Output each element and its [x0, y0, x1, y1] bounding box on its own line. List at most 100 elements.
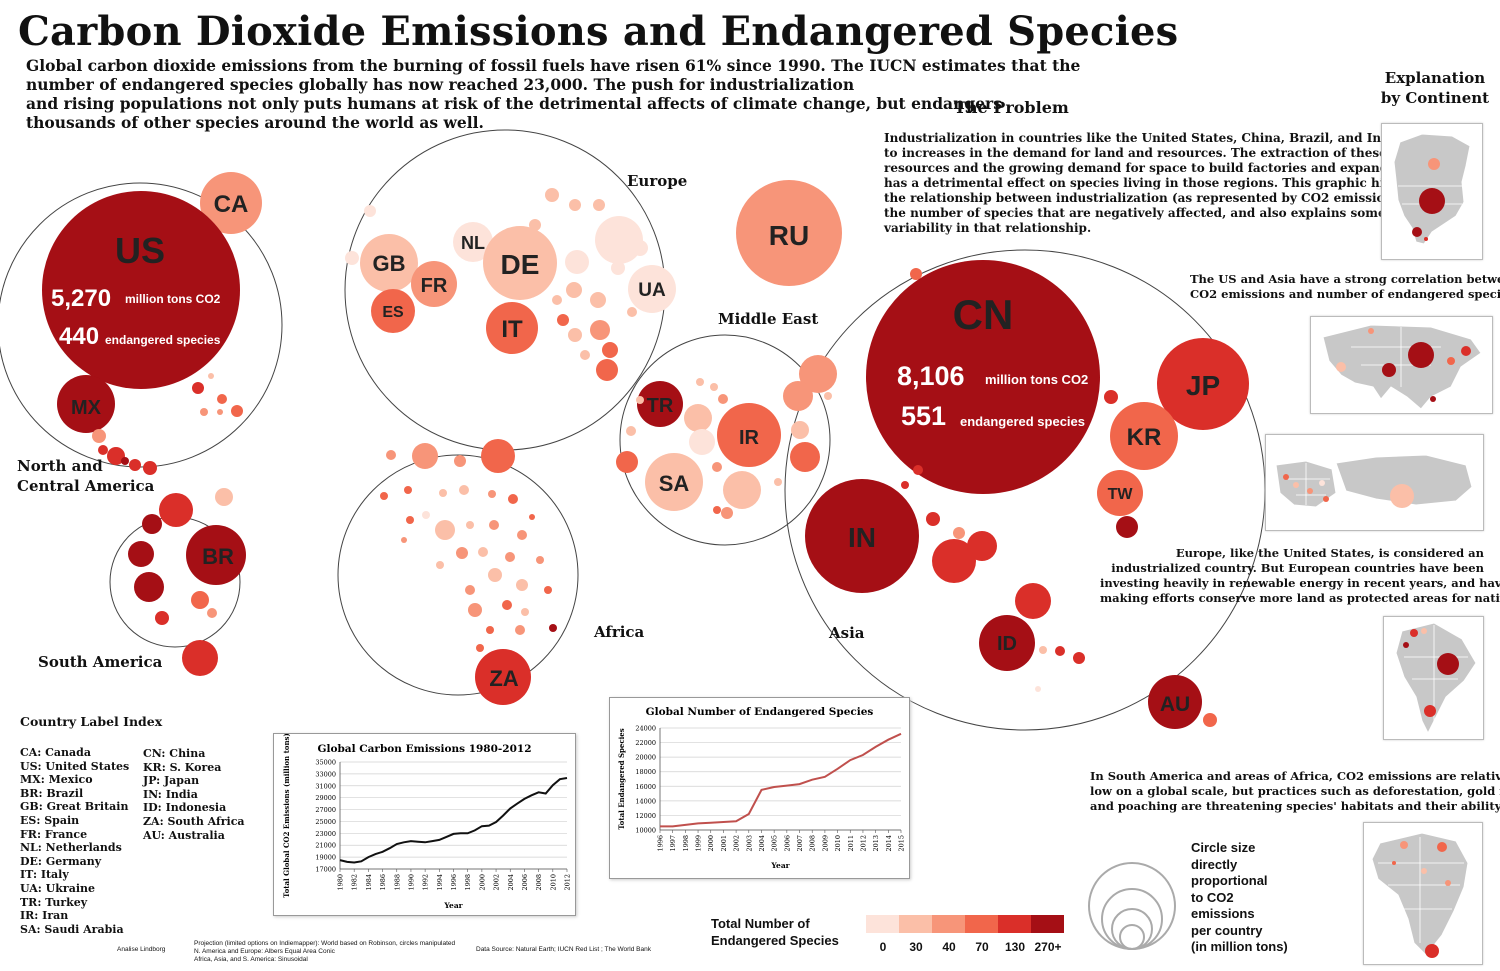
region-label-africa: Africa	[594, 623, 645, 641]
index-item: AU: Australia	[143, 828, 225, 842]
inset-map-europe-graphic	[1275, 454, 1473, 508]
cn-co2-value: 8,106	[897, 361, 965, 391]
x-tick-label: 2012	[564, 874, 572, 891]
size-note-line: proportional	[1191, 873, 1268, 888]
bubble-small	[967, 531, 997, 561]
bubble-small	[521, 608, 529, 616]
region-label-middle-east: Middle East	[718, 310, 819, 328]
bubble-it[interactable]	[486, 302, 538, 354]
bubble-sa[interactable]	[645, 453, 703, 511]
bubble-tw[interactable]	[1097, 470, 1143, 516]
bubble-de[interactable]	[483, 226, 557, 300]
note-line: Europe, like the United States, is consi…	[1175, 546, 1484, 560]
bubble-cn[interactable]	[866, 260, 1100, 494]
size-legend-circles	[1088, 862, 1176, 950]
size-note-line: emissions	[1191, 906, 1255, 921]
bubble-tr[interactable]	[637, 381, 683, 427]
x-tick-label: 2003	[745, 835, 753, 852]
index-item: ZA: South Africa	[143, 814, 245, 828]
bubble-jp[interactable]	[1157, 338, 1249, 430]
bubble-small	[723, 471, 761, 509]
bubble-kr[interactable]	[1110, 402, 1178, 470]
intro-line: thousands of other species around the wo…	[26, 113, 484, 132]
bubble-small	[489, 520, 499, 530]
index-item: ID: Indonesia	[143, 801, 227, 815]
label-ua: UA	[638, 280, 666, 301]
bubble-ir[interactable]	[717, 403, 781, 467]
bubble-ru[interactable]	[736, 180, 842, 286]
x-tick-label: 1996	[657, 835, 665, 852]
legend-label: 270+	[1034, 940, 1062, 954]
bubble-br[interactable]	[186, 525, 246, 585]
bubble-za[interactable]	[475, 649, 531, 705]
label-fr: FR	[421, 275, 448, 297]
legend-swatch	[866, 915, 899, 933]
problem-line: the relationship between industrializati…	[884, 191, 1435, 205]
bubble-mx[interactable]	[57, 375, 115, 433]
label-nl: NL	[461, 233, 485, 253]
inset-map-north-america-graphic	[1393, 133, 1471, 245]
bubble-small	[401, 537, 407, 543]
legend-label: 40	[942, 940, 956, 954]
bubble-nl[interactable]	[453, 222, 493, 262]
region-label-south-america: South America	[38, 653, 163, 671]
bubble-small	[192, 382, 204, 394]
x-tick-label: 1982	[351, 874, 359, 891]
problem-line: has a detrimental effect on species livi…	[884, 176, 1440, 190]
bubble-small	[516, 579, 528, 591]
label-it: IT	[501, 316, 523, 343]
bubble-small	[380, 492, 388, 500]
y-tick-label: 33000	[315, 770, 336, 778]
x-tick-label: 1998	[464, 874, 472, 891]
bubble-id[interactable]	[979, 615, 1035, 671]
y-tick-label: 21000	[315, 842, 336, 850]
y-axis-label: Total Endangered Species	[617, 728, 626, 829]
size-note-line: Circle size	[1191, 840, 1256, 855]
bubble-ca[interactable]	[200, 172, 262, 234]
x-tick-label: 2004	[758, 835, 766, 852]
bubble-small	[231, 405, 243, 417]
bubble-fr[interactable]	[411, 261, 457, 307]
credit-source: Data Source: Natural Earth; IUCN Red Lis…	[476, 946, 651, 953]
x-tick-label: 1986	[379, 874, 387, 891]
note-line: low on a global scale, but practices suc…	[1090, 784, 1500, 798]
bubble-gb[interactable]	[360, 234, 418, 292]
x-tick-label: 2009	[821, 835, 829, 852]
bubble-in[interactable]	[805, 479, 919, 593]
bubble-ua[interactable]	[628, 265, 676, 313]
bubble-small	[626, 426, 636, 436]
x-tick-label: 2002	[733, 835, 741, 852]
bubble-small	[529, 514, 535, 520]
problem-text: Industrialization in countries like the …	[884, 131, 1442, 236]
legend-title: Total Number of Endangered Species	[711, 915, 839, 949]
problem-line: Industrialization in countries like the …	[884, 131, 1442, 145]
bubble-us[interactable]	[42, 191, 240, 389]
label-au: AU	[1160, 693, 1190, 716]
y-tick-label: 29000	[315, 794, 336, 802]
legend-title-line: Total Number of	[711, 916, 810, 931]
y-tick-label: 22000	[635, 739, 656, 747]
bubble-small	[712, 462, 722, 472]
problem-heading: The Problem	[954, 98, 1069, 117]
bubble-small	[98, 445, 108, 455]
bubble-small	[121, 457, 129, 465]
bubble-small	[468, 603, 482, 617]
inset-map-africa-graphic	[1371, 832, 1469, 958]
problem-line: the number of species that are negativel…	[884, 206, 1430, 220]
y-tick-label: 20000	[635, 754, 656, 762]
inset-map-africa	[1363, 822, 1483, 965]
x-tick-label: 1992	[422, 874, 430, 891]
bubble-small	[602, 342, 618, 358]
bubble-small	[926, 512, 940, 526]
x-tick-label: 2004	[507, 874, 515, 891]
bubble-au[interactable]	[1148, 675, 1202, 729]
bubble-es[interactable]	[371, 289, 415, 333]
inset-map-asia-graphic	[1322, 324, 1482, 410]
index-item: TR: Turkey	[20, 895, 88, 909]
x-tick-label: 2008	[535, 874, 543, 891]
bubble-small	[566, 282, 582, 298]
cn-species-value: 551	[901, 401, 946, 431]
bubble-small	[684, 404, 712, 432]
index-item: IT: Italy	[20, 868, 69, 882]
